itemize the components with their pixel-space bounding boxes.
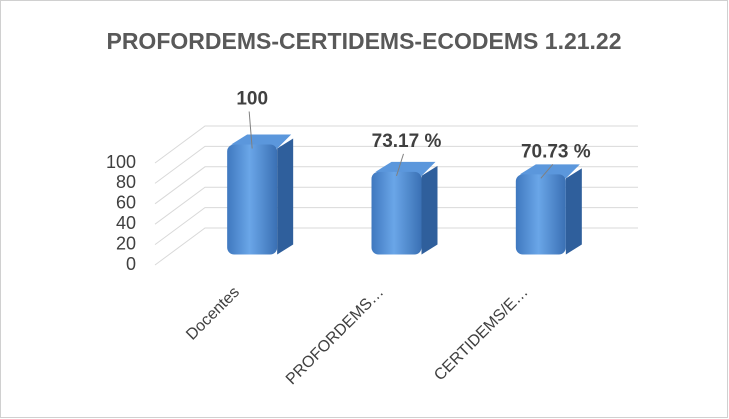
grid-line [154,166,638,205]
y-tick-label: 20 [116,233,136,253]
y-tick-label: 40 [116,213,136,233]
x-tick-label: CERTIDEMS/E… [431,284,531,384]
bar-side [277,138,294,255]
y-tick-label: 80 [116,172,136,192]
bar-side [421,165,438,255]
data-label: 100 [236,89,268,110]
grid-line [154,207,638,246]
grid-line [154,227,638,266]
y-tick-label: 100 [106,152,136,172]
grid-line [154,125,638,164]
bar [371,171,422,255]
grid-line [154,186,638,225]
bar-side [565,168,582,255]
leader-line [540,164,554,179]
y-tick-label: 0 [126,254,136,274]
x-tick-label: Docentes [183,284,243,344]
data-label: 73.17 % [372,131,442,152]
bar [515,174,566,255]
x-tick-label: PROFORDEMS… [283,284,387,388]
chart-title: PROFORDEMS-CERTIDEMS-ECODEMS 1.21.22 [106,28,622,54]
leader-line [396,153,404,177]
grid-line [154,145,638,184]
data-label: 70.73 % [521,141,591,162]
y-tick-label: 60 [116,193,136,213]
leader-line [248,111,253,149]
bar [227,144,278,255]
